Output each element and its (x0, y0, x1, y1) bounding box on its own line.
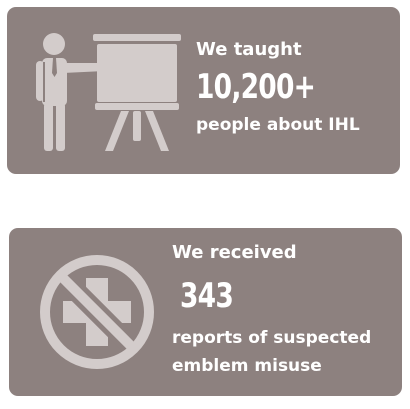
stat-text-taught: We taught 10,200+ people about IHL (196, 39, 396, 138)
stat-caption-line-1: reports of suspected (172, 328, 372, 348)
presenter-board-icon (33, 29, 183, 153)
prohibited-cross-icon (39, 254, 155, 370)
stat-lead: We received (172, 242, 297, 263)
stat-card-taught: We taught 10,200+ people about IHL (7, 7, 400, 174)
stat-value: 10,200+ (196, 67, 316, 107)
stat-card-received: We received 343 reports of suspected emb… (9, 228, 402, 396)
stat-lead: We taught (196, 39, 302, 60)
stat-caption-line-2: emblem misuse (172, 356, 322, 376)
stat-text-received: We received 343 reports of suspected emb… (172, 242, 397, 379)
stat-caption: people about IHL (196, 115, 360, 135)
stat-value: 343 (180, 276, 234, 316)
